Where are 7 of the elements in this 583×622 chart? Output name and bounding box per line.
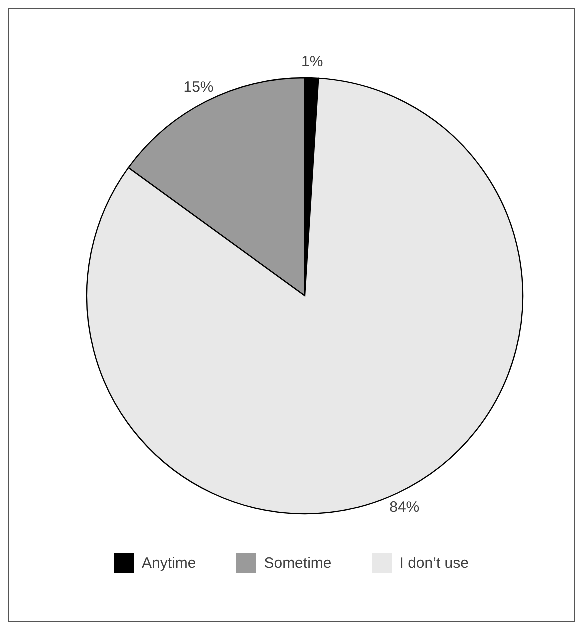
legend-label: Sometime [264, 554, 332, 572]
legend-label: I don’t use [400, 554, 469, 572]
data-label: 15% [184, 79, 214, 96]
legend-label: Anytime [142, 554, 196, 572]
data-label: 1% [302, 54, 324, 71]
data-label: 84% [390, 499, 420, 516]
pie-slice [86, 78, 524, 515]
